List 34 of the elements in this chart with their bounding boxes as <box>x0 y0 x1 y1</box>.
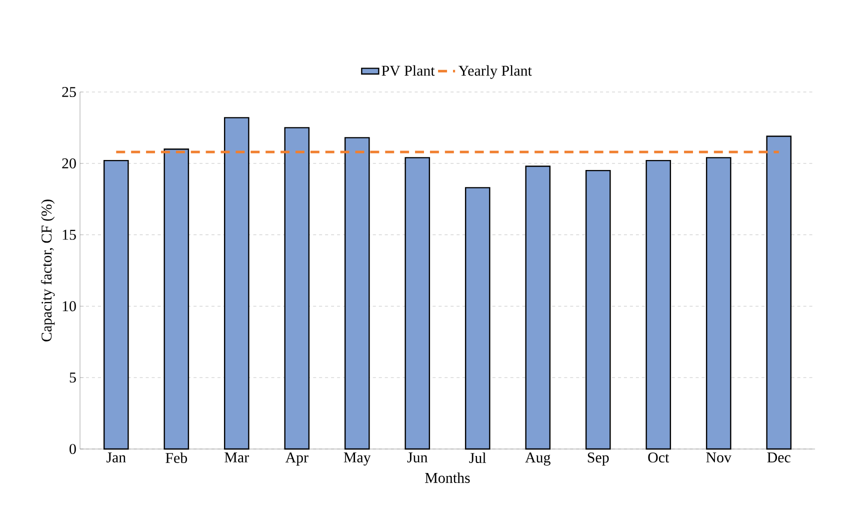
x-tick-label: Apr <box>285 452 308 466</box>
bar <box>525 166 551 450</box>
x-tick-label: Aug <box>525 452 550 466</box>
bar <box>646 160 672 450</box>
legend-label: Yearly Plant <box>458 65 532 79</box>
bar <box>224 117 250 450</box>
x-tick-label: Dec <box>767 452 790 462</box>
y-tick-label: 15 <box>62 230 76 240</box>
bar <box>404 157 430 450</box>
bar <box>585 170 611 450</box>
x-tick-label: May <box>344 452 371 466</box>
bar <box>344 137 370 450</box>
x-tick-label: Jan <box>106 452 126 462</box>
bar <box>104 160 129 450</box>
x-tick-label: Sep <box>588 452 609 466</box>
y-tick-label: 0 <box>70 444 76 454</box>
y-tick-label: 10 <box>62 301 76 312</box>
x-tick-label: Feb <box>166 452 188 464</box>
bar <box>766 136 792 450</box>
y-tick-label: 25 <box>62 86 76 98</box>
bar <box>464 187 490 450</box>
x-tick-label: Oct <box>648 452 670 463</box>
x-tick-label: Jun <box>407 452 428 462</box>
x-tick-label: Mar <box>224 452 249 462</box>
x-tick-label: Nov <box>706 452 732 462</box>
y-tick-label: 20 <box>62 158 76 168</box>
bar <box>706 157 732 450</box>
y-tick-label: 5 <box>70 372 76 383</box>
y-axis-title: Capacity factor, CF (%) <box>40 200 55 342</box>
bar <box>164 148 190 450</box>
bar <box>284 127 310 450</box>
legend-label: PV Plant <box>382 65 435 76</box>
x-axis-title: Months <box>425 472 470 483</box>
x-tick-label: Jul <box>469 452 486 464</box>
